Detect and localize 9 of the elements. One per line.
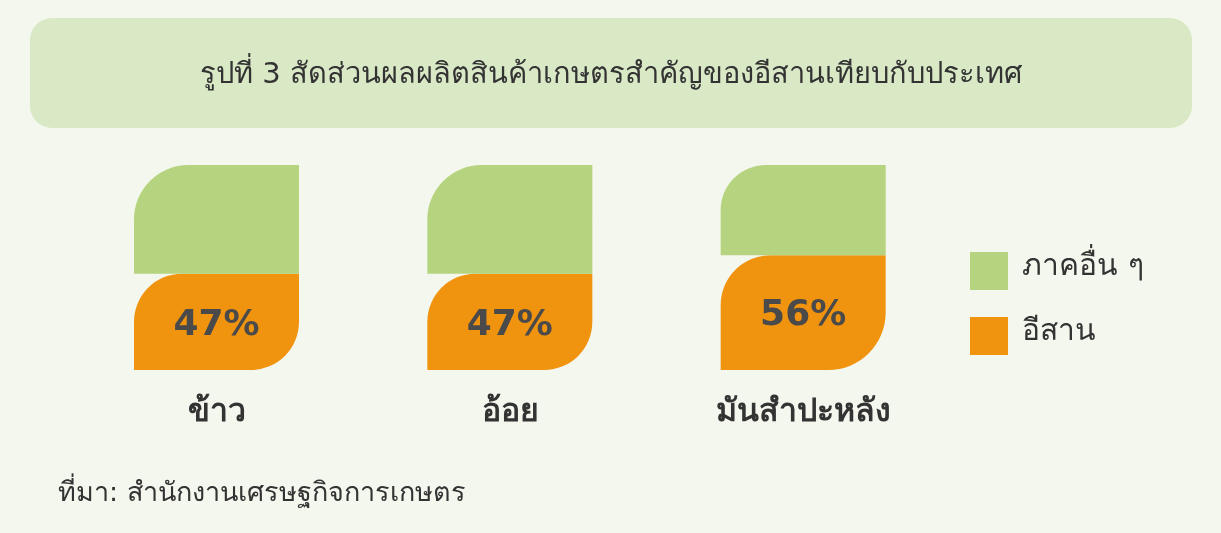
- legend-label: อีสาน: [1022, 312, 1096, 347]
- data-label: 56%: [760, 292, 847, 334]
- x-tick-label: อ้อย: [481, 390, 539, 429]
- chart-title: รูปที่ 3 สัดส่วนผลผลิตสินค้าเกษตรสำคัญของอีสานเทียบกับประเทศ: [30, 18, 1192, 128]
- text: ที่มา: สำนักงานเศรษฐกิจการเกษตร: [58, 472, 466, 510]
- data-label: 47%: [466, 301, 553, 343]
- data-label: 47%: [173, 301, 260, 343]
- x-tick-label: ข้าว: [187, 390, 246, 429]
- x-tick-label: มันสำปะหลัง: [715, 390, 891, 429]
